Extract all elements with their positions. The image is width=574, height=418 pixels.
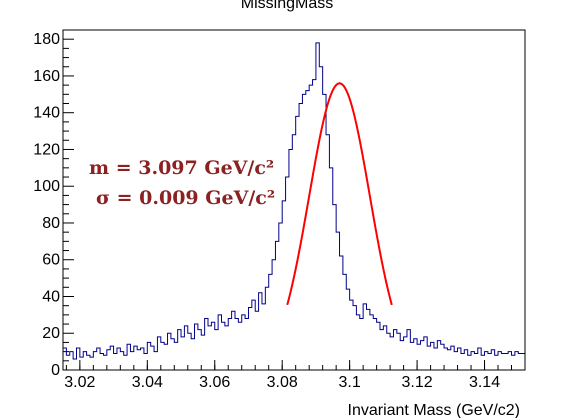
- y-tick-label: 120: [33, 141, 60, 158]
- x-tick-label: 3.02: [64, 374, 95, 391]
- x-tick-label: 3.04: [132, 374, 163, 391]
- y-tick-label: 40: [42, 288, 60, 305]
- gaussian-fit-curve: [286, 82, 393, 306]
- axis-layer: 3.02 3.04 3.06 3.08 3.1 3.12 3.14 0 20 40 60 80 100 1…: [33, 29, 526, 391]
- x-tick-label: 3.08: [267, 374, 298, 391]
- histogram-layer: [62, 42, 525, 370]
- y-tick-label: 160: [33, 68, 60, 85]
- x-tick-label: 3.06: [199, 374, 230, 391]
- plot-frame: [62, 29, 526, 371]
- x-axis-label: Invariant Mass (GeV/c2): [348, 402, 521, 418]
- histogram-series: [62, 42, 525, 370]
- annotation-sigma: σ = 0.009 GeV/c²: [96, 187, 275, 209]
- y-tick-label: 80: [42, 215, 60, 232]
- y-tick-label: 0: [51, 362, 60, 379]
- fit-layer: [286, 82, 393, 306]
- y-tick-label: 100: [33, 178, 60, 195]
- chart-title: MissingMass: [241, 0, 333, 12]
- y-tick-label: 60: [42, 252, 60, 269]
- annotation-mean: m = 3.097 GeV/c²: [89, 157, 274, 179]
- y-tick-label: 140: [33, 105, 60, 122]
- y-tick-label: 180: [33, 31, 60, 48]
- x-tick-label: 3.1: [339, 374, 361, 391]
- x-tick-label: 3.12: [402, 374, 433, 391]
- y-tick-label: 20: [42, 325, 60, 342]
- x-tick-label: 3.14: [469, 374, 500, 391]
